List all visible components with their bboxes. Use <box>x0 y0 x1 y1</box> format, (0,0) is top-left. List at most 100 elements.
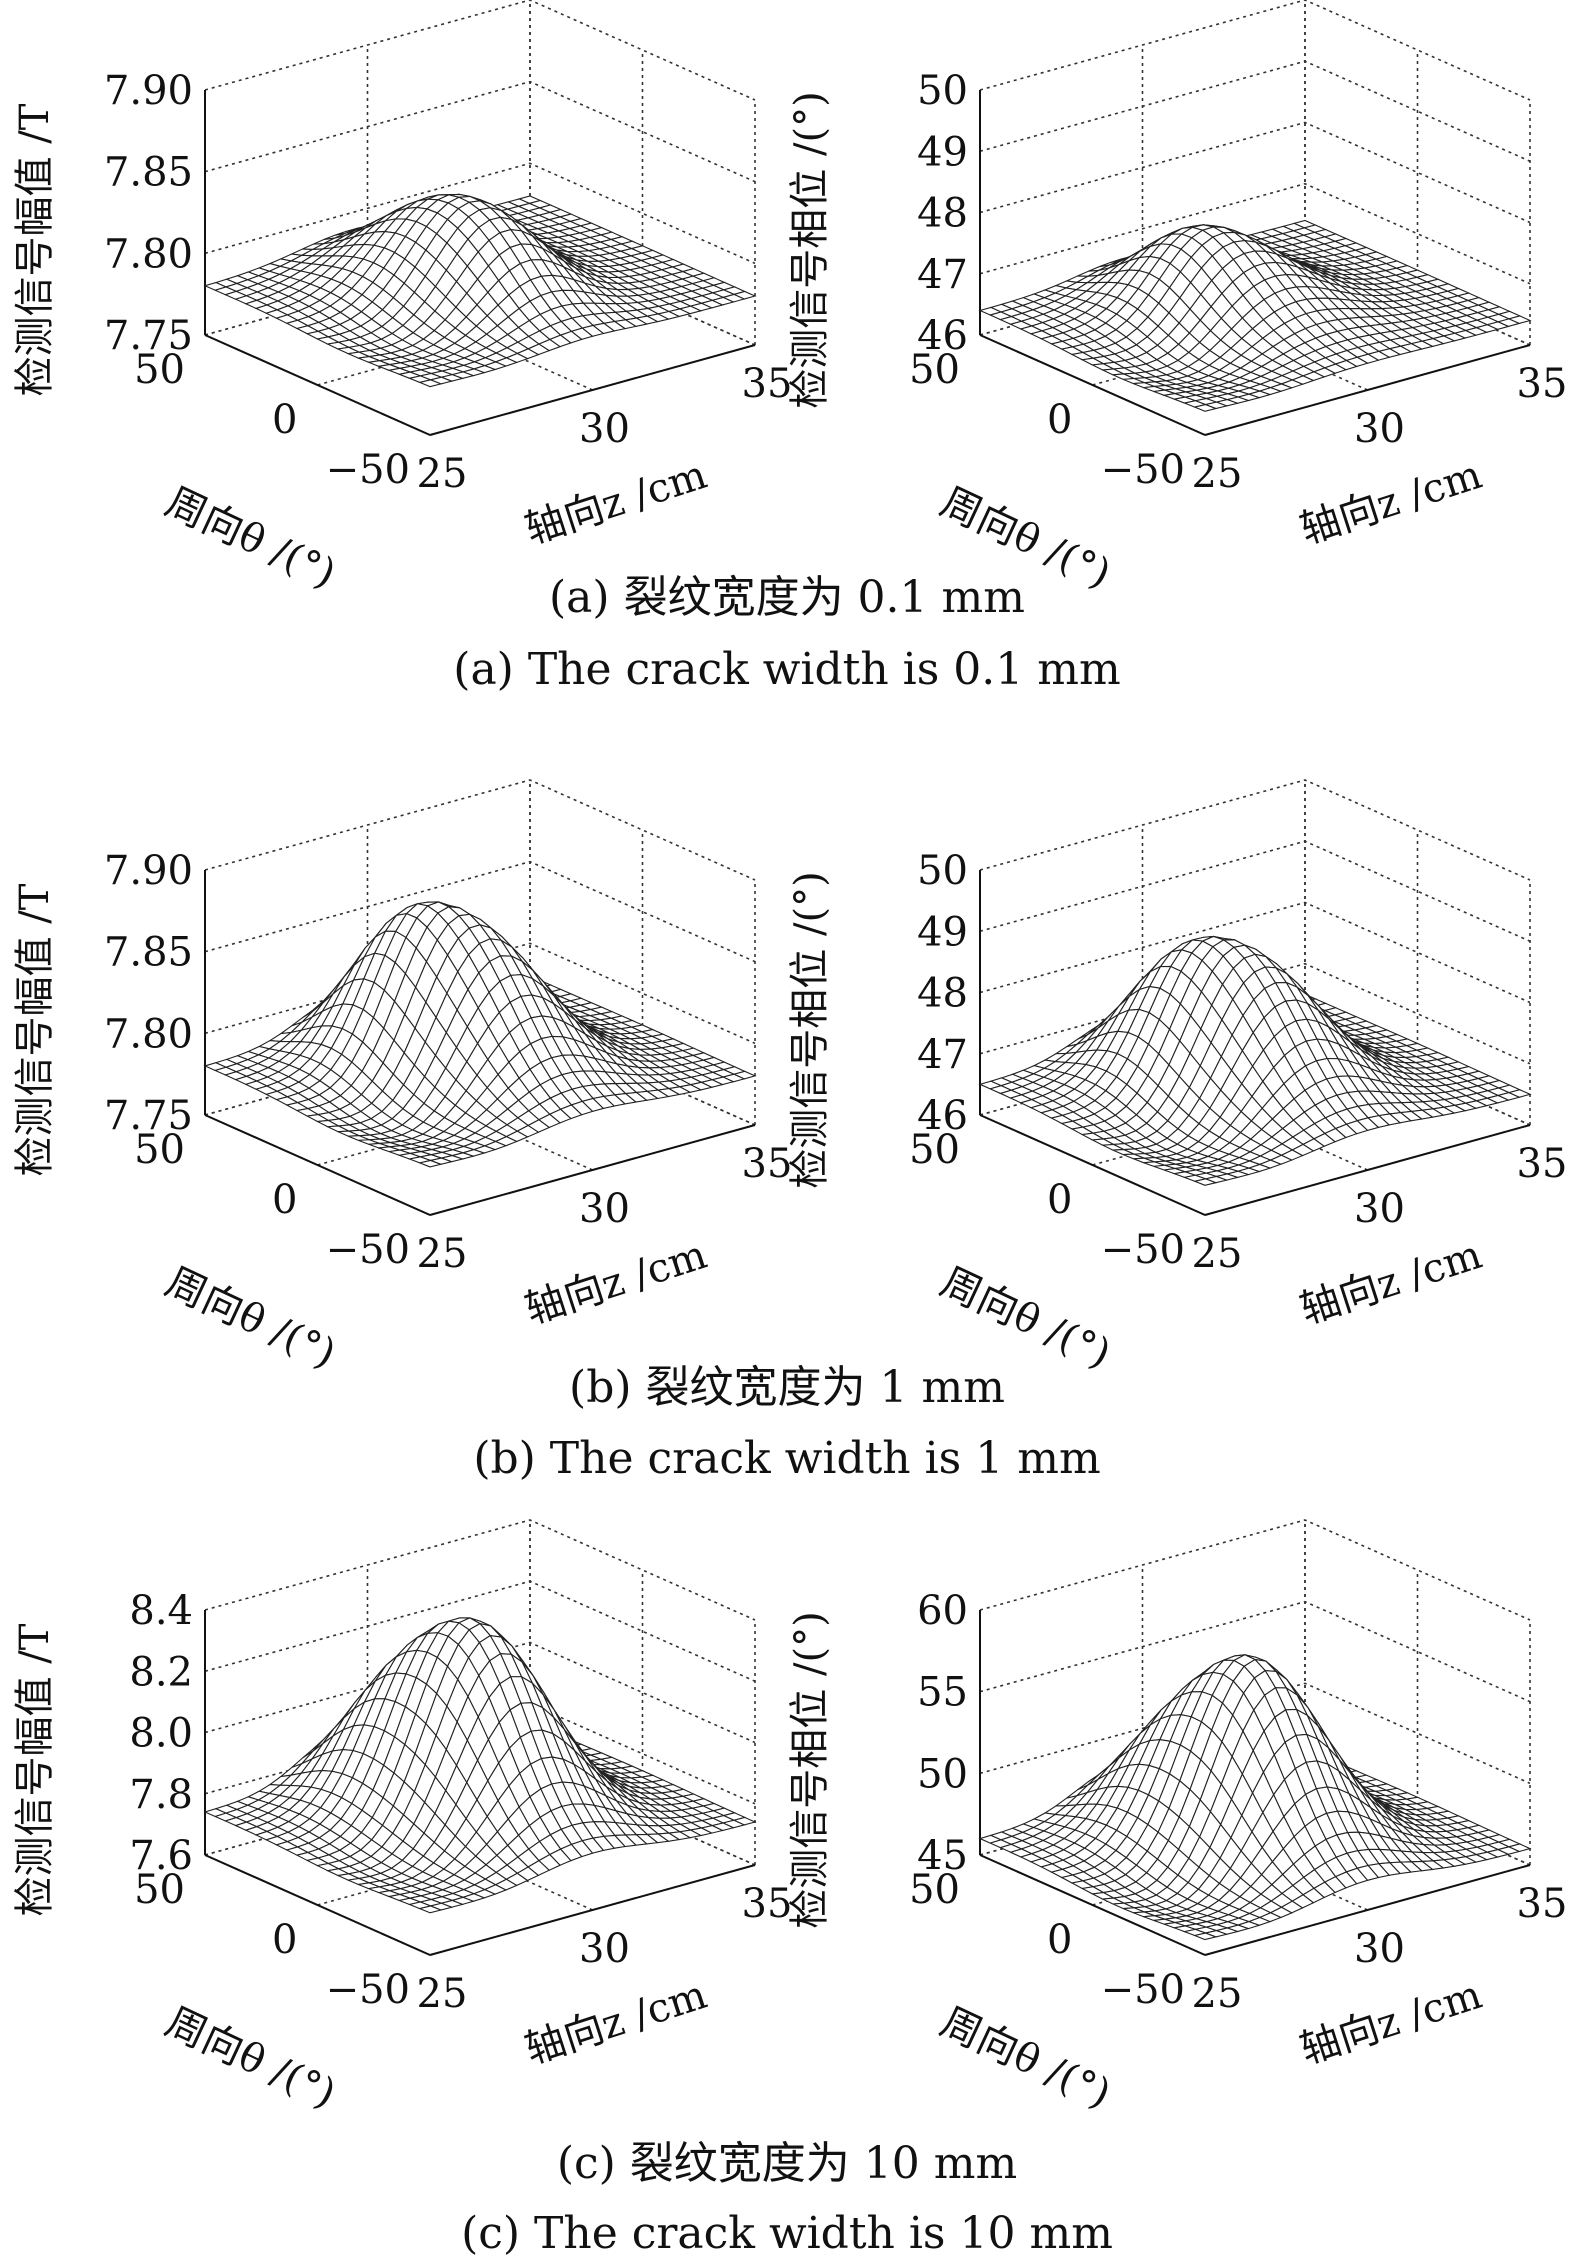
surface-plot-3: 46 47 48 49 50 50 0 −50 25 30 35 检测信号相位 /(°) 周向θ /(°… <box>787 779 1567 1377</box>
theta-tick-label: −50 <box>1101 447 1185 493</box>
theta-axis-label: 周向θ /(°) <box>159 1999 343 2117</box>
wall-gridline <box>979 1519 1531 1621</box>
value-tick-label: 7.90 <box>104 68 193 114</box>
z-tick-label: 25 <box>417 1971 468 2017</box>
surface-cell <box>1192 404 1218 412</box>
theta-tick-label: −50 <box>1101 1227 1185 1273</box>
theta-tick-label: −50 <box>1101 1967 1185 2013</box>
z-axis-label: 轴向z /cm <box>520 1972 713 2074</box>
wall-gridline <box>204 942 756 1045</box>
surface-cell <box>1192 1932 1218 1941</box>
surface-cell <box>1192 1178 1218 1186</box>
value-tick-label: 7.90 <box>104 848 193 894</box>
value-axis-label: 检测信号相位 /(°) <box>787 1611 833 1928</box>
theta-tick-label: 50 <box>909 347 960 393</box>
value-axis-label: 检测信号相位 /(°) <box>787 871 833 1188</box>
value-tick-label: 8.0 <box>129 1711 193 1757</box>
value-tick-label: 8.4 <box>129 1588 193 1634</box>
z-tick-label: 25 <box>1192 1231 1243 1277</box>
theta-tick-label: −50 <box>326 1967 410 2013</box>
value-tick-label: 50 <box>917 1751 968 1797</box>
value-tick-label: 7.6 <box>129 1833 193 1879</box>
theta-tick-label: 50 <box>909 1127 960 1173</box>
value-tick-label: 50 <box>917 848 968 894</box>
surface-plot-2: 7.75 7.80 7.85 7.90 50 0 −50 25 30 35 检测信号幅值 /T 周向θ… <box>12 779 793 1377</box>
z-axis-label: 轴向z /cm <box>1295 1972 1488 2074</box>
z-tick-label: 30 <box>1354 406 1405 452</box>
value-tick-label: 46 <box>917 313 968 359</box>
theta-axis <box>204 1114 431 1216</box>
theta-tick-label: 0 <box>272 397 297 443</box>
surface-plot-0: 7.75 7.80 7.85 7.90 50 0 −50 25 30 35 检测信号幅值 /T 周向θ… <box>12 0 792 597</box>
surface-mesh <box>978 935 1532 1186</box>
theta-tick-label: 0 <box>1047 1917 1072 1963</box>
wall-gridline <box>979 962 1531 1065</box>
wall-gridline <box>204 1641 756 1744</box>
z-axis-label: 轴向z /cm <box>520 452 713 554</box>
wall-gridline <box>979 121 1531 224</box>
z-tick-label: 35 <box>742 361 793 407</box>
value-tick-label: 7.8 <box>129 1772 193 1818</box>
z-tick-label: 30 <box>579 406 630 452</box>
caption-a-cn: (a) 裂纹宽度为 0.1 mm <box>549 572 1025 623</box>
z-axis <box>429 344 756 436</box>
z-tick-label: 35 <box>1517 361 1568 407</box>
value-axis-label: 检测信号相位 /(°) <box>787 91 833 408</box>
wall-gridline <box>204 0 756 101</box>
value-tick-label: 45 <box>917 1833 968 1879</box>
z-tick-label: 25 <box>417 451 468 497</box>
theta-tick-label: 50 <box>134 347 185 393</box>
z-tick-label: 35 <box>742 1141 793 1187</box>
theta-tick-label: 0 <box>272 1917 297 1963</box>
wall-gridline <box>979 182 1531 285</box>
z-tick-label: 25 <box>417 1231 468 1277</box>
z-tick-label: 25 <box>1192 1971 1243 2017</box>
value-tick-label: 46 <box>917 1093 968 1139</box>
caption-b-cn: (b) 裂纹宽度为 1 mm <box>569 1362 1005 1413</box>
wall-gridline <box>979 1682 1531 1785</box>
value-tick-label: 7.80 <box>104 1011 193 1057</box>
theta-axis <box>979 334 1206 436</box>
wall-gridline <box>979 779 1531 881</box>
surface-mesh <box>203 1617 757 1914</box>
z-tick-label: 25 <box>1192 451 1243 497</box>
z-tick-label: 30 <box>579 1926 630 1972</box>
value-tick-label: 7.75 <box>104 1093 193 1139</box>
z-tick-label: 30 <box>579 1186 630 1232</box>
value-tick-label: 7.75 <box>104 313 193 359</box>
theta-axis-label: 周向θ /(°) <box>934 1999 1118 2117</box>
value-axis-label: 检测信号幅值 /T <box>12 883 58 1176</box>
z-axis <box>1204 1124 1531 1216</box>
wall-gridline <box>204 80 756 183</box>
surface-mesh <box>203 193 757 388</box>
theta-axis-label: 周向θ /(°) <box>159 479 343 597</box>
theta-tick-label: 0 <box>272 1177 297 1223</box>
z-axis <box>1204 344 1531 436</box>
wall-gridline <box>204 162 756 265</box>
value-axis-label: 检测信号幅值 /T <box>12 1623 58 1916</box>
value-tick-label: 47 <box>917 252 968 298</box>
theta-axis <box>979 1854 1206 1956</box>
surface-mesh <box>978 219 1532 412</box>
z-tick-label: 30 <box>1354 1926 1405 1972</box>
value-tick-label: 47 <box>917 1032 968 1078</box>
theta-tick-label: 0 <box>1047 1177 1072 1223</box>
z-axis-label: 轴向z /cm <box>520 1232 713 1334</box>
value-tick-label: 7.85 <box>104 150 193 196</box>
value-tick-label: 8.2 <box>129 1649 193 1695</box>
wall-gridline <box>979 840 1531 942</box>
theta-tick-label: −50 <box>326 447 410 493</box>
surface-cell <box>417 1905 443 1914</box>
theta-tick-label: 0 <box>1047 397 1072 443</box>
wall-gridline <box>204 779 756 881</box>
theta-axis <box>204 334 431 436</box>
wall-gridline <box>204 1519 756 1621</box>
z-axis <box>1204 1864 1531 1956</box>
z-axis <box>429 1124 756 1216</box>
surface-cell <box>417 1159 443 1168</box>
surface-mesh <box>203 901 757 1168</box>
z-axis <box>429 1864 756 1956</box>
